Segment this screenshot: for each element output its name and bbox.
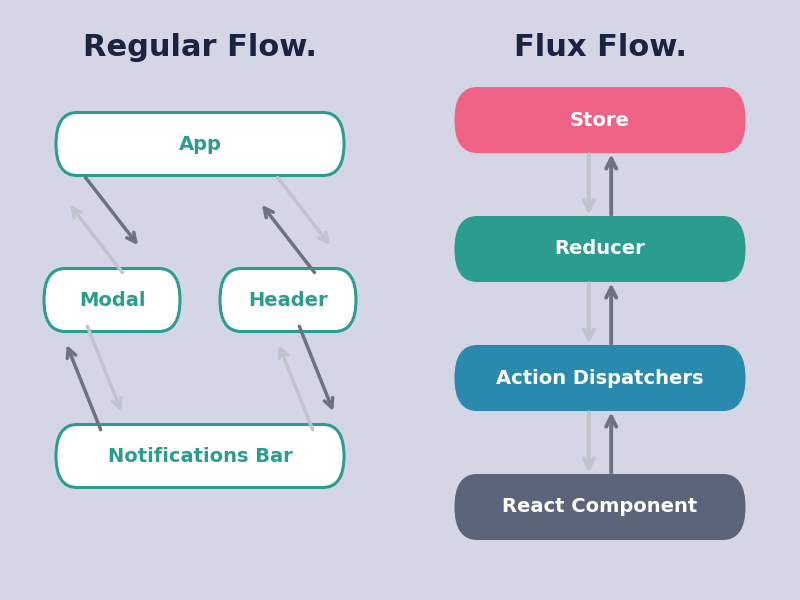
Text: Reducer: Reducer [554, 239, 646, 259]
Text: Store: Store [570, 110, 630, 130]
Text: Action Dispatchers: Action Dispatchers [496, 368, 704, 388]
Text: React Component: React Component [502, 497, 698, 517]
Text: Regular Flow.: Regular Flow. [83, 34, 317, 62]
Text: Header: Header [248, 290, 328, 310]
FancyBboxPatch shape [456, 217, 744, 280]
FancyBboxPatch shape [456, 475, 744, 539]
FancyBboxPatch shape [456, 346, 744, 409]
FancyBboxPatch shape [220, 269, 356, 331]
Text: Notifications Bar: Notifications Bar [108, 446, 292, 466]
FancyBboxPatch shape [44, 269, 180, 331]
FancyBboxPatch shape [456, 88, 744, 151]
FancyBboxPatch shape [56, 425, 344, 487]
Text: Flux Flow.: Flux Flow. [514, 34, 686, 62]
Text: Modal: Modal [78, 290, 146, 310]
FancyBboxPatch shape [56, 113, 344, 175]
Text: App: App [178, 134, 222, 154]
